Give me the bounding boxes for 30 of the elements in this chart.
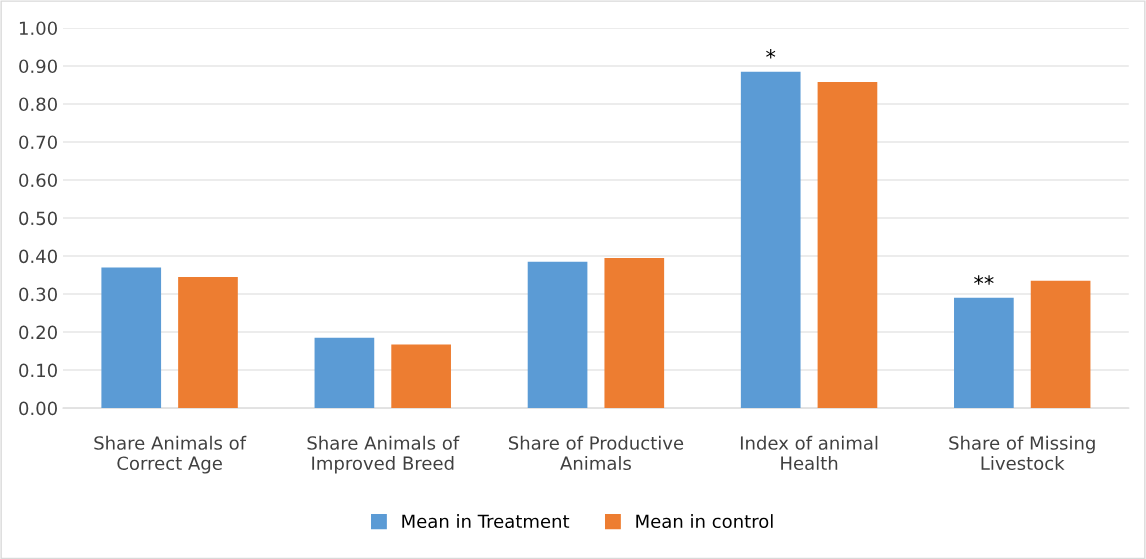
y-tick-label: 0.50 [19,211,57,226]
x-tick-label: Share of Productive Animals [508,435,684,471]
bar [817,81,878,409]
bar [391,344,451,409]
y-tick-label: 0.10 [19,363,57,378]
data-label: ** [974,275,994,285]
y-tick-label: 0.00 [19,401,57,416]
x-tick-label: Share Animals of Improved Breed [307,435,460,474]
bar [740,71,801,409]
x-tick-label: Share of Missing Livestock [949,435,1095,471]
y-tick-label: 0.80 [19,97,57,112]
data-label: * [766,49,776,59]
bar [527,261,588,409]
y-tick-label: 0.20 [19,325,57,340]
legend-label: Mean in control [636,514,773,529]
bar [101,267,162,409]
bar [178,276,238,409]
x-tick-label: Index of animal Health [740,435,878,471]
y-tick-label: 1.00 [19,21,57,36]
bar [954,297,1014,409]
y-tick-label: 0.90 [19,59,57,74]
bar [314,337,375,409]
y-tick-label: 0.30 [19,287,57,302]
y-tick-label: 0.40 [19,249,57,264]
y-tick-label: 0.70 [19,135,57,150]
legend-label: Mean in Treatment [402,514,570,529]
y-tick-label: 0.60 [19,173,57,188]
bar [604,257,665,409]
bar [1030,280,1091,409]
x-tick-label: Share Animals of Correct Age [94,435,247,474]
